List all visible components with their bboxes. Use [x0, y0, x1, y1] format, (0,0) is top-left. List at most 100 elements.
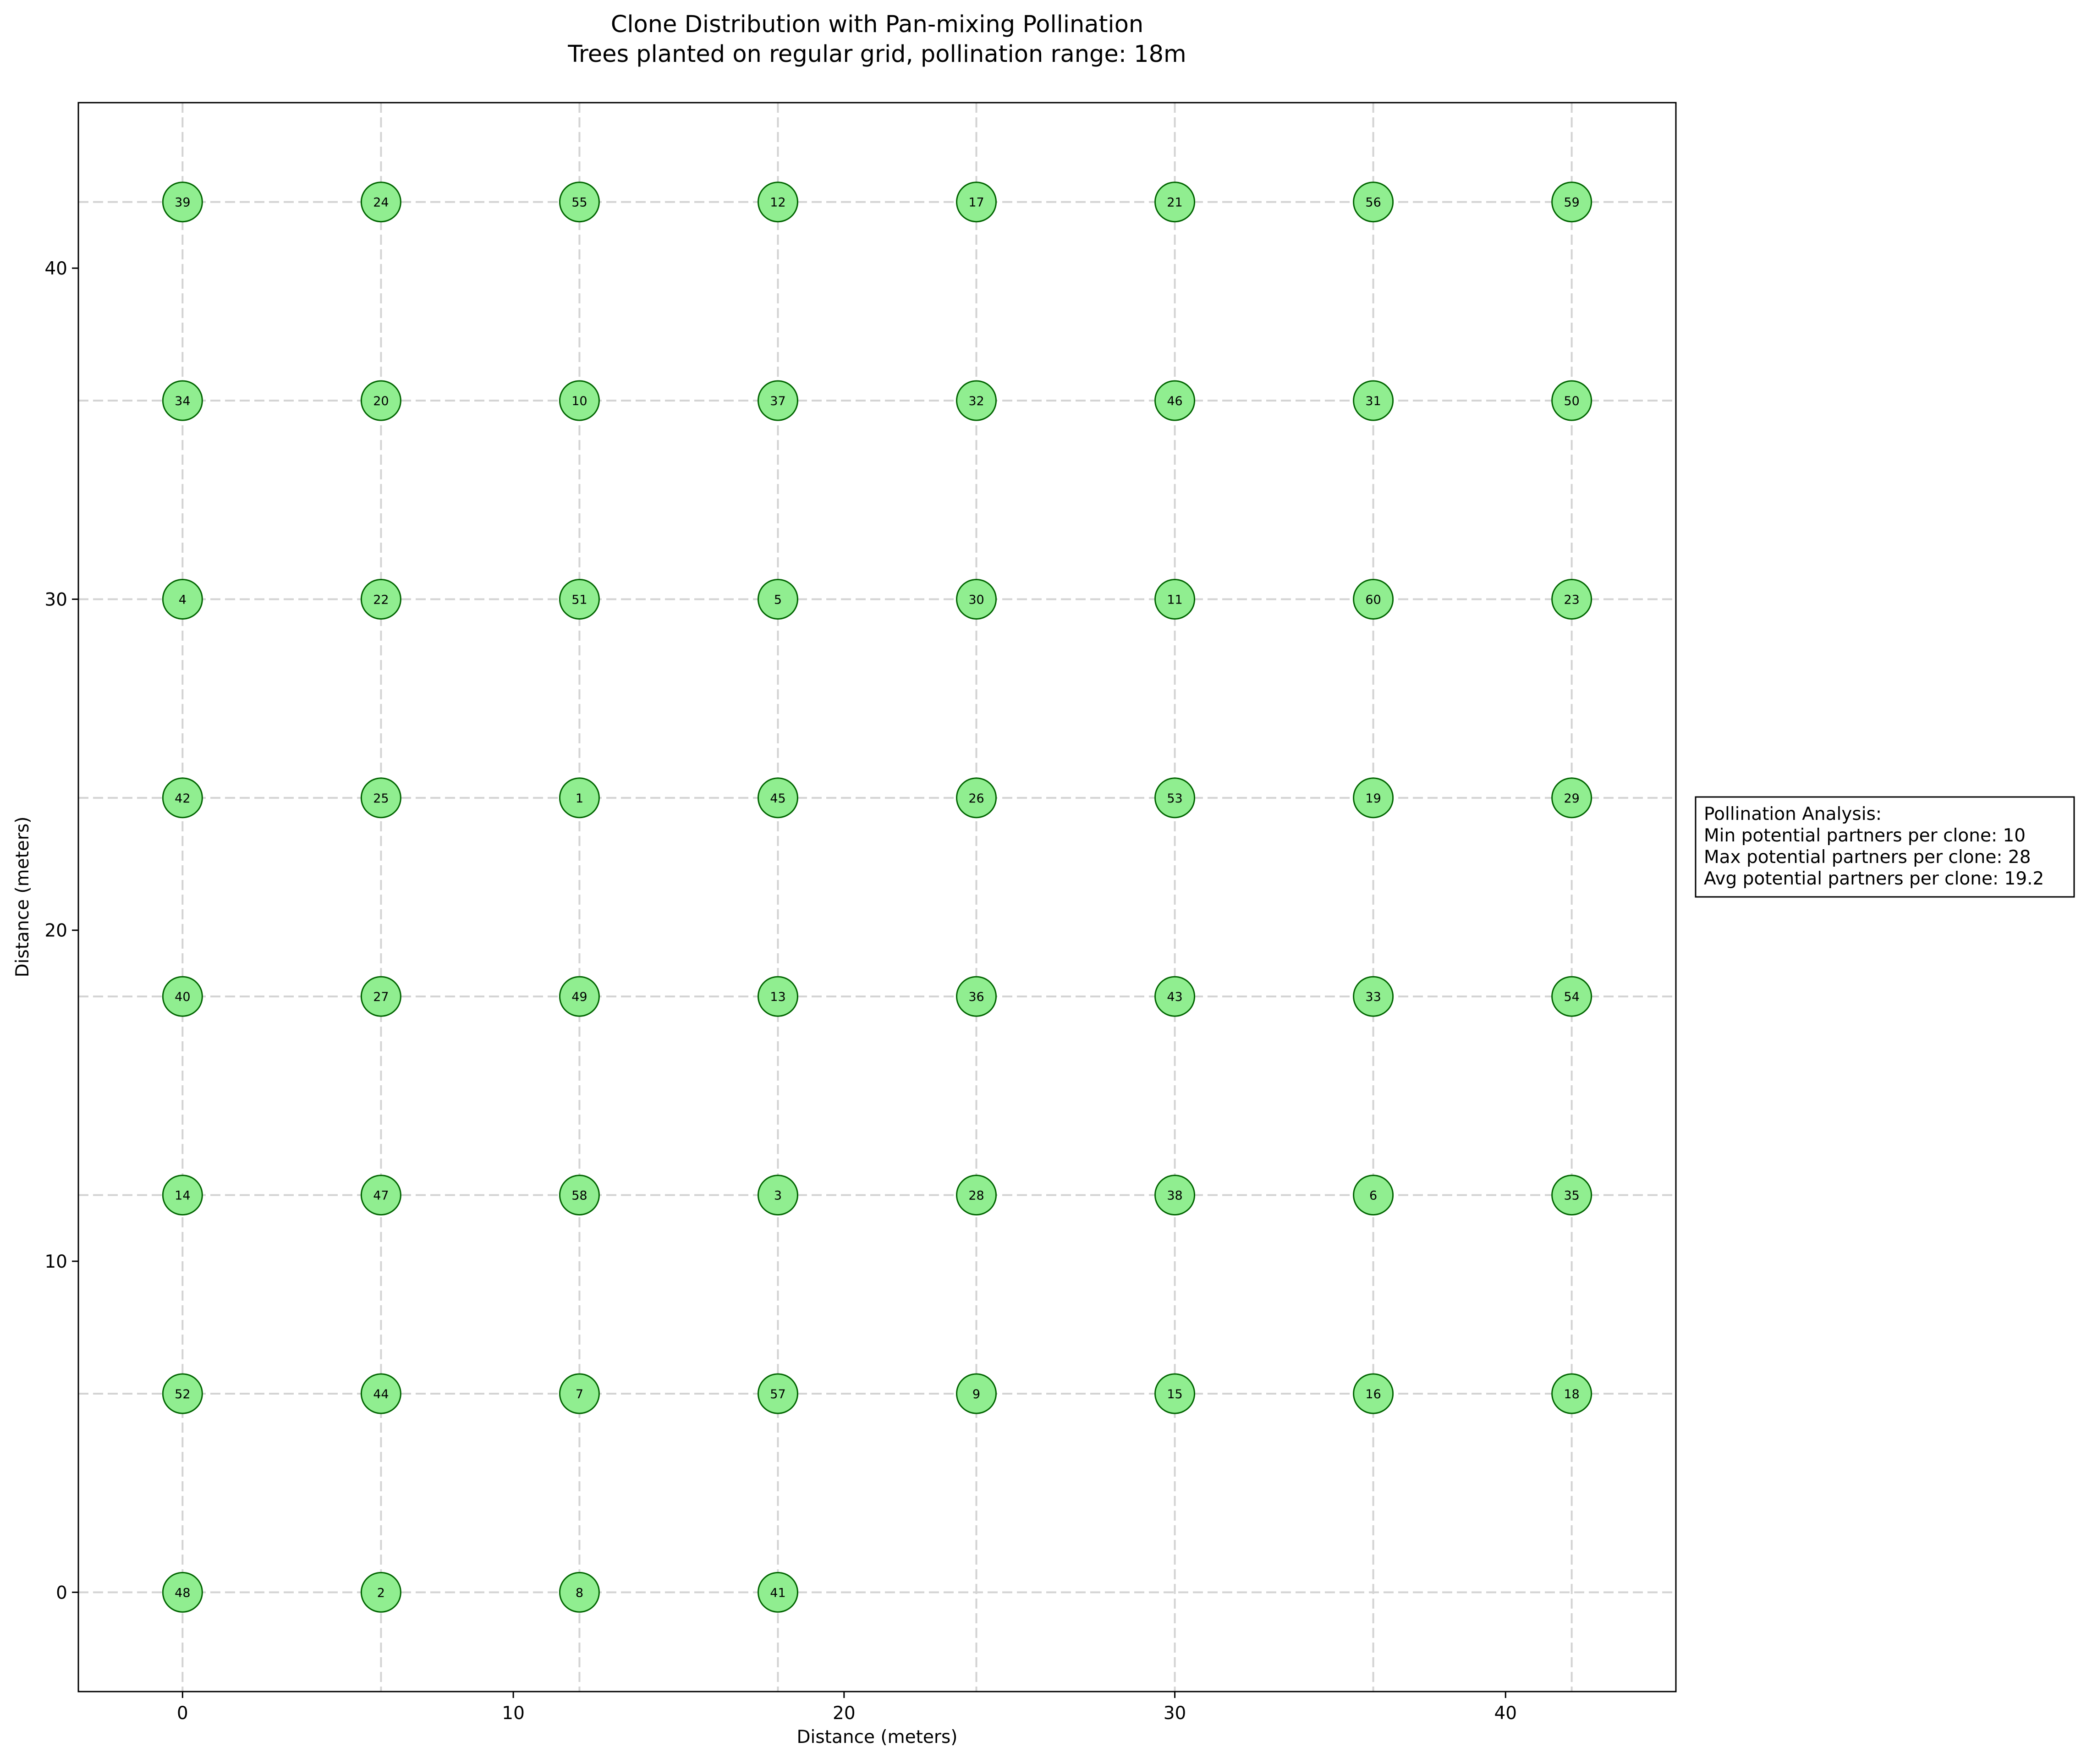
tree-marker — [360, 578, 401, 620]
clone-label: 55 — [571, 196, 587, 210]
tree-marker — [1154, 380, 1196, 421]
tree-marker — [956, 380, 997, 421]
tree-marker — [757, 578, 798, 620]
tree-marker — [162, 777, 203, 819]
tree-marker — [360, 181, 401, 223]
tree-marker — [1551, 181, 1592, 223]
clone-label: 39 — [175, 196, 190, 210]
clone-label: 45 — [770, 791, 785, 806]
tree-marker — [757, 1572, 798, 1613]
clone-label: 53 — [1167, 791, 1182, 806]
tree-marker — [1353, 777, 1394, 819]
tree-marker — [1154, 777, 1196, 819]
tree-marker — [757, 777, 798, 819]
tree-marker — [1551, 976, 1592, 1017]
tree-marker — [559, 380, 600, 421]
x-tick-label: 0 — [177, 1703, 188, 1724]
clone-label: 16 — [1365, 1387, 1381, 1401]
clone-label: 57 — [770, 1387, 785, 1401]
tree-marker — [360, 777, 401, 819]
clone-label: 41 — [770, 1586, 785, 1600]
clone-label: 35 — [1564, 1189, 1579, 1203]
clone-label: 46 — [1167, 394, 1182, 408]
clone-label: 60 — [1365, 593, 1381, 607]
clone-label: 18 — [1564, 1387, 1579, 1401]
y-tick-label: 40 — [44, 258, 67, 279]
y-tick-label: 10 — [44, 1252, 67, 1272]
clone-label: 25 — [373, 791, 389, 806]
grid-lines — [78, 103, 1676, 1692]
tree-marker — [1154, 1373, 1196, 1414]
clone-label: 40 — [175, 990, 190, 1004]
tree-marker — [1154, 578, 1196, 620]
tree-marker — [1551, 578, 1592, 620]
tree-marker — [1353, 1373, 1394, 1414]
clone-label: 17 — [968, 196, 984, 210]
clone-label: 28 — [968, 1189, 984, 1203]
clone-label: 29 — [1564, 791, 1579, 806]
clone-label: 10 — [571, 394, 587, 408]
annotation-frame — [1695, 796, 2075, 898]
axis-ticks: 0 10 20 30 40 0 10 20 30 40 — [44, 258, 1517, 1724]
clone-label: 48 — [175, 1586, 190, 1600]
plot-frame — [77, 102, 1677, 1693]
tree-marker — [1353, 380, 1394, 421]
clone-label: 15 — [1167, 1387, 1182, 1401]
clone-label: 24 — [373, 196, 389, 210]
annotation-line-1: Pollination Analysis: — [1704, 804, 1882, 824]
tree-marker — [162, 380, 203, 421]
tree-marker — [162, 578, 203, 620]
clone-label: 13 — [770, 990, 785, 1004]
tree-marker — [162, 181, 203, 223]
tree-marker — [1154, 1175, 1196, 1216]
clone-label: 31 — [1365, 394, 1381, 408]
annotation-line-2: Min potential partners per clone: 10 — [1704, 825, 2026, 846]
clone-label: 43 — [1167, 990, 1182, 1004]
clone-label: 59 — [1564, 196, 1579, 210]
clone-label: 1 — [576, 791, 583, 806]
tree-marker — [1154, 181, 1196, 223]
tree-marker — [559, 1175, 600, 1216]
tree-marker — [1551, 1373, 1592, 1414]
clone-label: 2 — [377, 1586, 385, 1600]
clone-label: 27 — [373, 990, 389, 1004]
chart-title-line-2: Trees planted on regular grid, pollinati… — [567, 41, 1186, 68]
tree-marker — [559, 976, 600, 1017]
clone-label: 54 — [1564, 990, 1579, 1004]
clone-label: 38 — [1167, 1189, 1182, 1203]
clone-label: 37 — [770, 394, 785, 408]
tree-marker — [757, 976, 798, 1017]
tree-marker — [360, 380, 401, 421]
clone-label: 4 — [179, 593, 187, 607]
y-tick-label: 0 — [56, 1583, 67, 1603]
tree-marker — [956, 777, 997, 819]
clone-label: 51 — [571, 593, 587, 607]
tree-marker — [956, 1175, 997, 1216]
tree-marker — [757, 1373, 798, 1414]
clone-label: 49 — [571, 990, 587, 1004]
tree-marker — [1353, 578, 1394, 620]
tree-marker — [757, 181, 798, 223]
tree-marker — [162, 976, 203, 1017]
tree-marker — [559, 1373, 600, 1414]
clone-label: 8 — [576, 1586, 583, 1600]
chart-title-line-1: Clone Distribution with Pan-mixing Polli… — [611, 11, 1144, 38]
clone-label: 11 — [1167, 593, 1182, 607]
x-axis-label: Distance (meters) — [797, 1727, 958, 1748]
clone-label: 36 — [968, 990, 984, 1004]
tree-marker — [1551, 380, 1592, 421]
clone-label: 22 — [373, 593, 389, 607]
tree-marker — [360, 1175, 401, 1216]
tree-marker — [1353, 976, 1394, 1017]
clone-label: 5 — [774, 593, 782, 607]
clone-label: 47 — [373, 1189, 389, 1203]
clone-label: 12 — [770, 196, 785, 210]
clone-label: 52 — [175, 1387, 190, 1401]
clone-label: 58 — [571, 1189, 587, 1203]
tree-marker — [559, 1572, 600, 1613]
clone-label: 56 — [1365, 196, 1381, 210]
x-tick-label: 40 — [1494, 1703, 1517, 1724]
clone-label: 50 — [1564, 394, 1579, 408]
clone-label: 21 — [1167, 196, 1182, 210]
tree-marker — [956, 181, 997, 223]
